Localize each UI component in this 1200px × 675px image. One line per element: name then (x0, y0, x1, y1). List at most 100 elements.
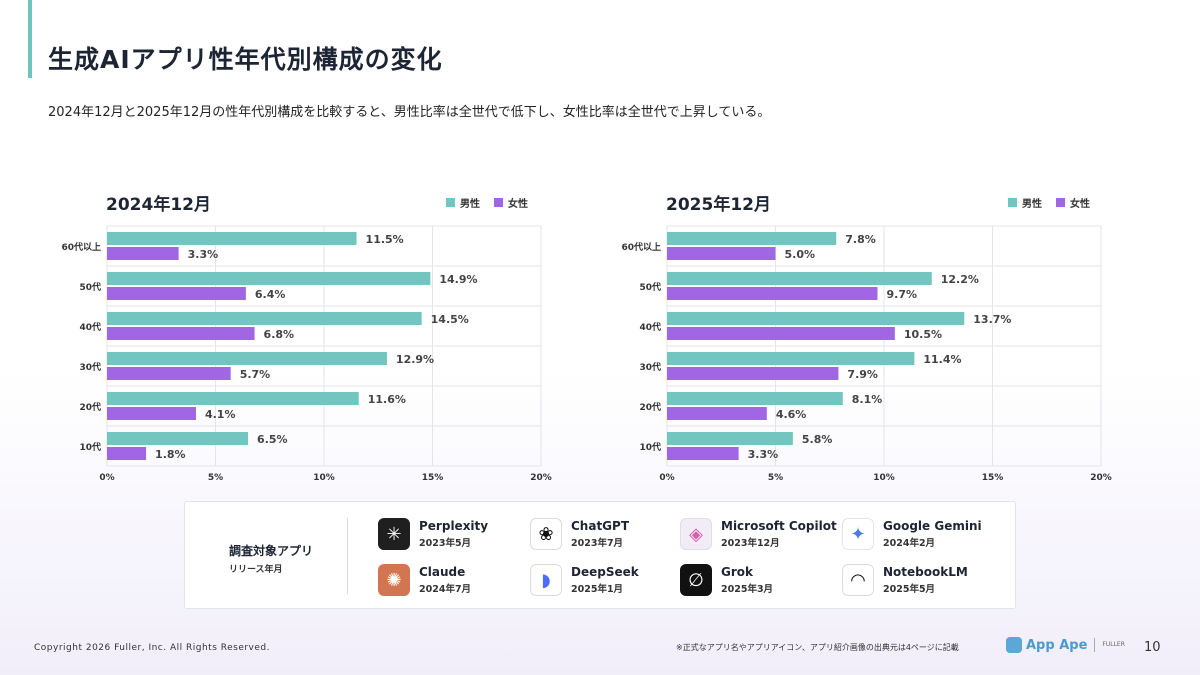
y-category-label: 10代 (639, 441, 661, 453)
bar-female (667, 327, 895, 340)
chart-title: 2024年12月 (106, 195, 211, 215)
app-item-claude: ✺ Claude 2024年7月 (378, 564, 471, 596)
gemini-icon: ✦ (842, 518, 874, 550)
chart-plot: 0% 5% 10% 15% 20% 60代以上 11.5% 3.3% 50代 14.9% 6.4% 4… (61, 225, 552, 483)
bar-female (667, 447, 739, 460)
app-item-copilot: ◈ Microsoft Copilot 2023年12月 (680, 518, 837, 550)
app-item-chatgpt: ❀ ChatGPT 2023年7月 (530, 518, 629, 550)
app-date: 2023年7月 (571, 538, 624, 549)
app-item-deepseek: ◗ DeepSeek 2025年1月 (530, 564, 639, 596)
y-category-label: 60代以上 (61, 241, 101, 253)
chart-2025-12: 2025年12月 男性 女性 0% 5% 10% 15% 20% 60代以上 7.8% 5.0… (618, 186, 1118, 486)
data-label: 4.6% (776, 408, 807, 421)
y-category-label: 40代 (79, 321, 101, 333)
bar-male (667, 432, 793, 445)
data-label: 7.8% (845, 233, 876, 246)
y-category-label: 30代 (639, 361, 661, 373)
data-label: 12.2% (941, 273, 979, 286)
x-tick-label: 15% (422, 473, 444, 483)
data-label: 7.9% (847, 368, 878, 381)
x-tick-label: 5% (208, 473, 223, 483)
app-date: 2025年5月 (883, 584, 936, 595)
data-label: 12.9% (396, 353, 434, 366)
logo-text: App Ape (1026, 637, 1088, 653)
y-category-label: 20代 (79, 401, 101, 413)
app-item-notebooklm: ◠ NotebookLM 2025年5月 (842, 564, 968, 596)
x-tick-label: 10% (873, 473, 895, 483)
app-name: DeepSeek (571, 565, 639, 579)
chart-legend: 男性 女性 (1008, 195, 1090, 210)
app-name: Claude (419, 565, 466, 579)
app-item-grok: ∅ Grok 2025年3月 (680, 564, 773, 596)
bar-female (107, 327, 255, 340)
data-label: 6.4% (255, 288, 286, 301)
data-label: 6.8% (264, 328, 295, 341)
app-ape-logo: App Ape FULLER (1006, 637, 1125, 653)
data-label: 1.8% (155, 448, 186, 461)
bar-female (107, 247, 179, 260)
app-name: Google Gemini (883, 519, 982, 533)
legend-swatch-male (446, 198, 455, 207)
data-label: 3.3% (188, 248, 219, 261)
chart-legend: 男性 女性 (446, 195, 528, 210)
page-title: 生成AIアプリ性年代別構成の変化 (48, 45, 443, 74)
x-tick-label: 0% (99, 473, 114, 483)
logo-divider (1094, 638, 1096, 652)
app-date: 2024年7月 (419, 584, 472, 595)
app-date: 2025年3月 (721, 584, 774, 595)
source-note: ※正式なアプリ名やアプリアイコン、アプリ紹介画像の出典元は4ページに記載 (676, 643, 959, 652)
copilot-icon: ◈ (680, 518, 712, 550)
page-number: 10 (1144, 640, 1161, 655)
y-category-label: 40代 (639, 321, 661, 333)
app-date: 2023年5月 (419, 538, 472, 549)
data-label: 11.4% (923, 353, 961, 366)
bar-female (667, 287, 878, 300)
panel-divider (347, 518, 348, 594)
app-name: ChatGPT (571, 519, 630, 533)
legend-label-male: 男性 (460, 199, 480, 210)
legend-swatch-female (1056, 198, 1065, 207)
app-date: 2025年1月 (571, 584, 624, 595)
bar-male (107, 352, 387, 365)
bar-male (107, 312, 422, 325)
bar-female (667, 247, 776, 260)
legend-item-female: 女性 (494, 195, 528, 210)
app-date: 2023年12月 (721, 538, 780, 549)
perplexity-icon: ✳ (378, 518, 410, 550)
app-ape-logo-icon (1006, 637, 1022, 653)
bar-female (107, 367, 231, 380)
bar-male (667, 312, 965, 325)
data-label: 9.7% (886, 288, 917, 301)
bar-female (107, 407, 196, 420)
page-subtitle: 2024年12月と2025年12月の性年代別構成を比較すると、男性比率は全世代で… (48, 105, 771, 120)
legend-label-male: 男性 (1022, 199, 1042, 210)
bar-male (107, 232, 357, 245)
title-accent-bar (28, 0, 32, 78)
legend-swatch-male (1008, 198, 1017, 207)
data-label: 10.5% (904, 328, 942, 341)
app-name: NotebookLM (883, 565, 968, 579)
bar-male (107, 392, 359, 405)
legend-item-female: 女性 (1056, 195, 1090, 210)
app-item-perplexity: ✳ Perplexity 2023年5月 (378, 518, 488, 550)
bar-female (107, 287, 246, 300)
app-item-gemini: ✦ Google Gemini 2024年2月 (842, 518, 982, 550)
target-apps-panel: 調査対象アプリ リリース年月 ✳ Perplexity 2023年5月 ❀ Cha… (184, 501, 1016, 609)
app-date: 2024年2月 (883, 538, 936, 549)
app-name: Microsoft Copilot (721, 519, 837, 533)
y-category-label: 60代以上 (621, 241, 661, 253)
data-label: 6.5% (257, 433, 288, 446)
x-tick-label: 20% (1090, 473, 1112, 483)
bar-male (667, 272, 932, 285)
y-category-label: 50代 (79, 281, 101, 293)
copyright-text: Copyright 2026 Fuller, Inc. All Rights R… (34, 643, 270, 653)
data-label: 5.7% (240, 368, 271, 381)
legend-item-male: 男性 (446, 195, 480, 210)
app-name: Perplexity (419, 519, 489, 533)
bar-male (667, 232, 837, 245)
chart-plot: 0% 5% 10% 15% 20% 60代以上 7.8% 5.0% 50代 12.2% 9.7% 40… (621, 225, 1112, 483)
bar-male (667, 352, 915, 365)
panel-label-title: 調査対象アプリ (229, 544, 314, 558)
data-label: 11.5% (366, 233, 404, 246)
x-tick-label: 10% (313, 473, 335, 483)
